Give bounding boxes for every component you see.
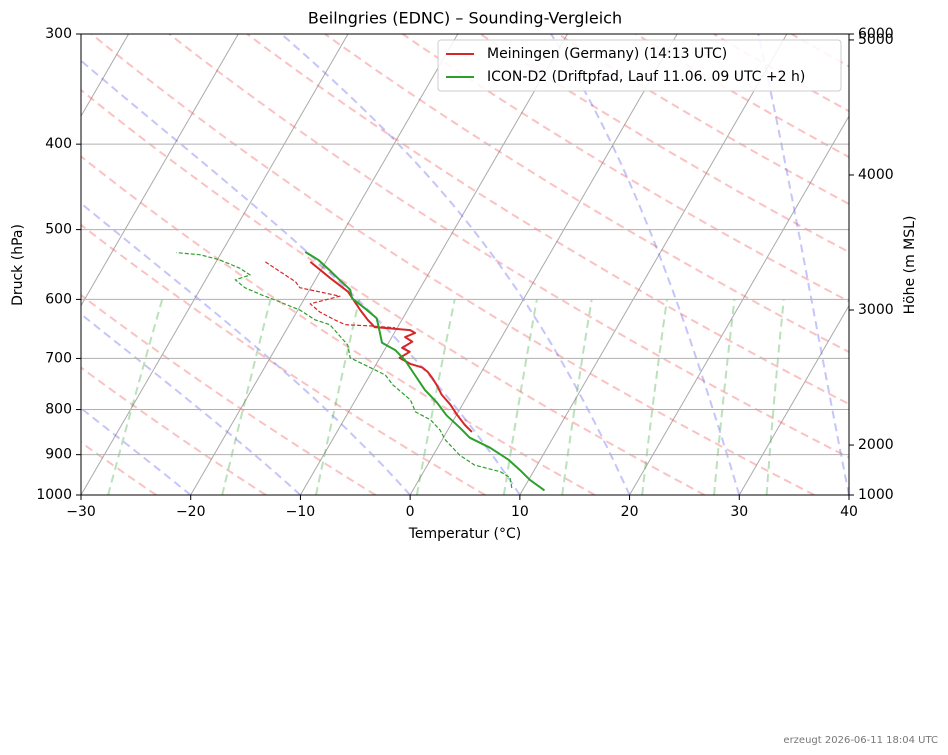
dry-adiabat [479,34,849,254]
y-tick-label: 400 [45,136,72,152]
y2-tick-label: 1000 [858,487,894,503]
dewpoint-line [265,261,396,329]
dry-adiabat [557,34,849,206]
dry-adiabat [90,34,815,495]
mixing-ratio-line [641,299,668,495]
x-tick-label: 10 [511,504,529,520]
x-tick-label: 20 [621,504,639,520]
dry-adiabat [81,441,157,495]
isotherm [81,34,239,307]
mixing-ratio-line [561,299,593,495]
y-tick-label: 700 [45,350,72,366]
dry-adiabat [246,34,849,406]
dry-adiabat [168,34,849,459]
mixing-ratio-line [221,299,272,495]
y-tick-label: 600 [45,291,72,307]
y2-tick-label: 3000 [858,302,894,318]
dry-adiabat [81,88,706,495]
legend-box [437,39,842,92]
y2-tick-label: 6000 [858,26,894,42]
y2-tick-label: 4000 [858,167,894,183]
mixing-ratio-line [415,299,456,495]
isotherm [81,34,130,118]
y-tick-label: 900 [45,447,72,463]
mixing-ratio-line [315,299,361,495]
isotherm [409,34,678,495]
chart-title: Beilngries (EDNC) – Sounding-Vergleich [308,9,622,28]
footnote: erzeugt 2026-06-11 18:04 UTC [783,735,938,746]
moist-adiabat [280,34,631,495]
y2-tick-label: 5000 [858,32,894,48]
moist-adiabat [550,34,741,495]
moist-adiabat [81,312,302,495]
dry-adiabat [81,155,596,495]
x-tick-label: −20 [176,504,206,520]
x-tick-label: −10 [286,504,316,520]
moist-adiabat [81,59,521,495]
x-tick-label: 40 [840,504,858,520]
dry-adiabat [81,223,486,495]
temperature-line [309,261,473,433]
moist-adiabat [81,202,411,495]
mixing-ratio-line [107,299,164,495]
y-axis-label: Druck (hPa) [10,224,26,306]
legend-label: ICON-D2 (Driftpfad, Lauf 11.06. 09 UTC +… [487,69,805,85]
isotherm [299,34,568,495]
dewpoint-line [176,252,513,489]
legend: Meiningen (Germany) (14:13 UTC) ICON-D2 (… [437,39,842,92]
isotherm [81,34,349,495]
plot-frame [80,33,850,496]
mixing-ratio-line [502,299,538,495]
isotherm [629,115,849,495]
isotherm [738,304,849,495]
temperature-line [304,251,546,492]
y2-axis-label: Höhe (m MSL) [902,216,918,315]
legend-label: Meiningen (Germany) (14:13 UTC) [487,46,727,62]
x-tick-label: 30 [730,504,748,520]
x-tick-label: 0 [406,504,415,520]
y-tick-label: 1000 [36,487,72,503]
y2-tick-label: 2000 [858,437,894,453]
x-axis-label: Temperatur (°C) [408,526,522,542]
y-tick-label: 800 [45,402,72,418]
dry-adiabat [324,34,849,354]
reference-lines [81,34,849,495]
isotherm [519,34,788,495]
profiles [176,251,546,492]
moist-adiabat [757,34,849,495]
y-tick-label: 500 [45,222,72,238]
x-tick-label: −30 [66,504,96,520]
y-tick-label: 300 [45,26,72,42]
